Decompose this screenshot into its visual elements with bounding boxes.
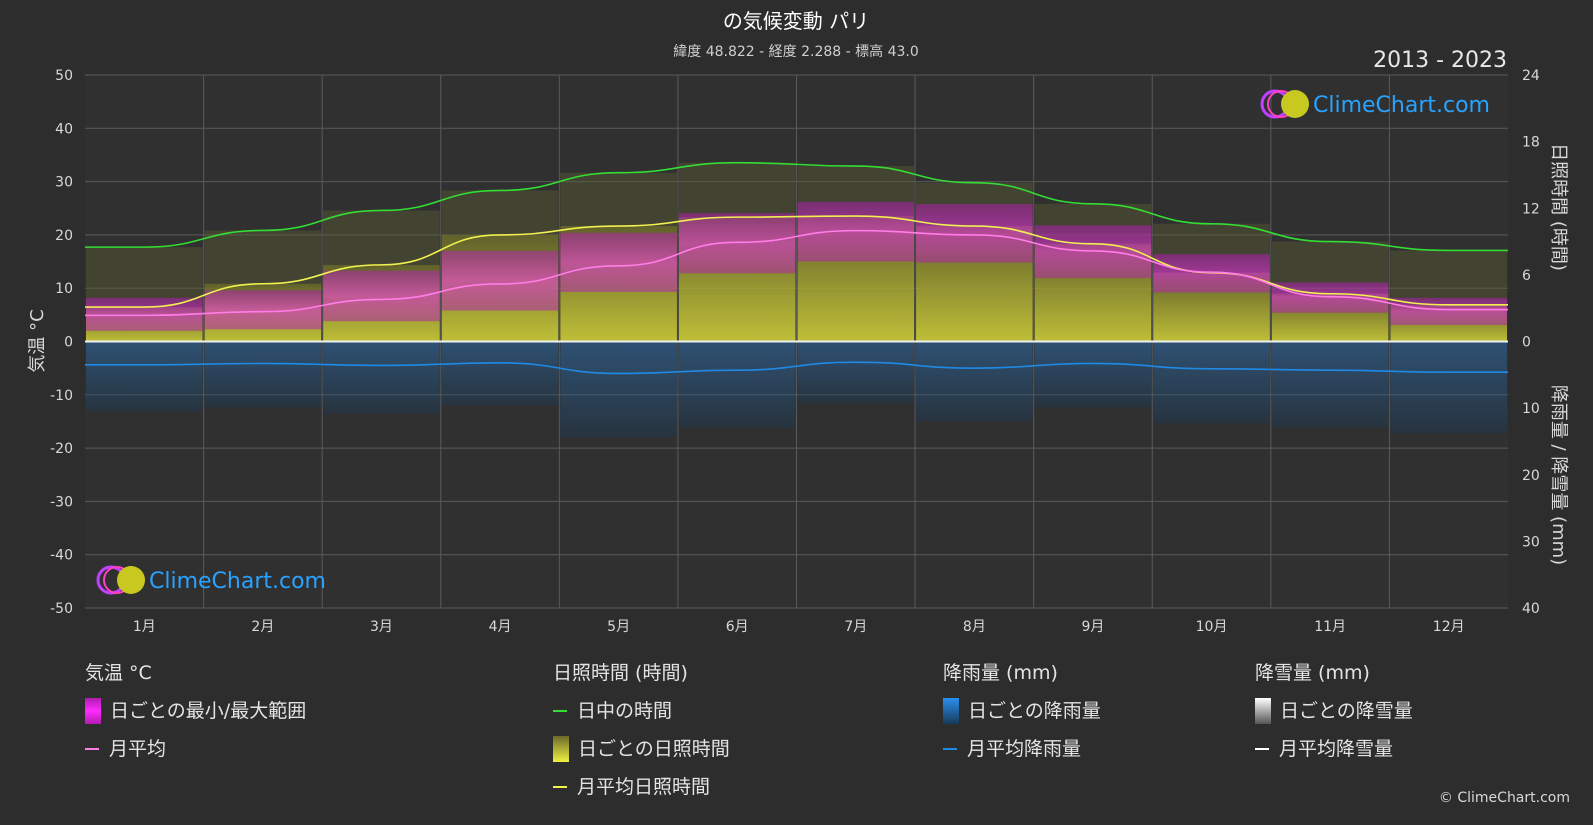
y-tick-precip: 40 [1522, 601, 1540, 617]
legend-temp-avg-label: 月平均 [109, 738, 167, 760]
y-tick-temp: 0 [64, 335, 73, 351]
rain-avg-line [84, 361, 1509, 375]
right-axis-title-sunshine: 日照時間 (時間) [1548, 143, 1569, 271]
temp-avg-swatch [85, 748, 99, 750]
right-axis-title-precip: 降雨量 / 降雪量 (mm) [1548, 385, 1569, 565]
x-tick-month: 10月 [1196, 619, 1228, 635]
rain-band [797, 341, 915, 404]
x-tick-month: 2月 [251, 619, 274, 635]
legend-temp-title: 気温 °C [85, 662, 152, 684]
rain-band [1390, 341, 1507, 434]
y-tick-temp: 50 [55, 68, 73, 84]
temp-range-band [204, 290, 322, 330]
y-tick-sunshine: 0 [1522, 335, 1531, 351]
legend-rain-title: 降雨量 (mm) [943, 662, 1058, 684]
rain-band [441, 341, 559, 406]
year-range: 2013 - 2023 [1373, 48, 1507, 73]
legend-snow-daily-label: 日ごとの降雪量 [1280, 700, 1413, 722]
rain-band [1034, 341, 1152, 408]
temp-range-band [560, 232, 677, 292]
temp-avg-line [85, 229, 1508, 317]
y-tick-sunshine: 12 [1522, 201, 1540, 217]
rain-band [560, 341, 677, 438]
y-tick-temp: 30 [55, 175, 73, 191]
legend-sun-title: 日照時間 (時間) [553, 662, 688, 684]
y-tick-precip: 30 [1522, 534, 1540, 550]
legend-temp-avg: 月平均 [85, 736, 306, 762]
rain-band [204, 341, 322, 408]
legend-snow-avg: 月平均降雪量 [1255, 736, 1413, 762]
legend-rain: 降雨量 (mm) 日ごとの降雨量 月平均降雨量 [943, 660, 1101, 774]
legend-snow-title: 降雪量 (mm) [1255, 662, 1370, 684]
daylight-swatch [553, 710, 567, 712]
snow-daily-swatch [1255, 698, 1271, 724]
legend-rain-avg: 月平均降雨量 [943, 736, 1101, 762]
legend-rain-avg-label: 月平均降雨量 [967, 738, 1082, 760]
brand-logo-bottom: ClimeChart.com [96, 565, 326, 595]
y-tick-temp: -40 [50, 548, 73, 564]
legend-snow-daily: 日ごとの降雪量 [1255, 698, 1413, 724]
y-tick-temp: 20 [55, 228, 73, 244]
y-tick-precip: 20 [1522, 468, 1540, 484]
brand-logo-top: ClimeChart.com [1260, 89, 1490, 119]
x-tick-month: 12月 [1433, 619, 1465, 635]
plot-area: 50 40 30 20 10 0 -10 -20 -30 -40 -50 1月 2月 3月 4月 5月 6月 7月… [50, 68, 1540, 635]
rain-band [916, 341, 1033, 422]
chart-title: の気候変動 パリ [723, 9, 869, 33]
chart-subtitle: 緯度 48.822 - 経度 2.288 - 標高 43.0 [673, 43, 919, 60]
legend-rain-daily: 日ごとの降雨量 [943, 698, 1101, 724]
y-tick-sunshine: 6 [1522, 268, 1531, 284]
copyright: © ClimeChart.com [1439, 790, 1570, 806]
sunshine-avg-line [84, 215, 1508, 308]
x-tick-month: 6月 [726, 619, 749, 635]
y-tick-precip: 10 [1522, 401, 1540, 417]
x-tick-month: 3月 [370, 619, 393, 635]
rain-band [678, 341, 796, 428]
legend-temperature: 気温 °C 日ごとの最小/最大範囲 月平均 [85, 660, 306, 774]
rain-daily-swatch [943, 698, 959, 724]
y-tick-temp: -30 [50, 494, 73, 510]
legend-daylight: 日中の時間 [553, 698, 730, 724]
y-tick-temp: 40 [55, 121, 73, 137]
y-tick-temp: 10 [55, 281, 73, 297]
daylight-line [85, 161, 1508, 252]
legend-sun-avg: 月平均日照時間 [553, 774, 730, 800]
legend-temp-range-label: 日ごとの最小/最大範囲 [110, 700, 307, 722]
y-tick-temp: -20 [50, 441, 73, 457]
legend-temp-range: 日ごとの最小/最大範囲 [85, 698, 306, 724]
rain-band [323, 341, 440, 414]
legend-sun-avg-label: 月平均日照時間 [577, 776, 711, 798]
y-tick-temp: -50 [50, 601, 73, 617]
x-tick-month: 5月 [607, 619, 630, 635]
brand-text-bottom: ClimeChart.com [149, 569, 326, 594]
rain-band [1153, 341, 1270, 424]
x-tick-month: 11月 [1314, 619, 1346, 635]
legend-snow: 降雪量 (mm) 日ごとの降雪量 月平均降雪量 [1255, 660, 1413, 774]
legend-sunshine: 日照時間 (時間) 日中の時間 日ごとの日照時間 月平均日照時間 [553, 660, 730, 812]
legend-rain-daily-label: 日ごとの降雨量 [968, 700, 1101, 722]
legend-snow-avg-label: 月平均降雪量 [1279, 738, 1394, 760]
legend-sun-daily: 日ごとの日照時間 [553, 736, 730, 762]
sunshine-daily-swatch [553, 736, 569, 762]
left-axis-title: 気温 °C [27, 309, 48, 372]
x-tick-month: 4月 [489, 619, 512, 635]
sunshine-avg-swatch [553, 786, 567, 788]
brand-text-top: ClimeChart.com [1313, 93, 1490, 118]
rain-band [86, 341, 203, 412]
y-tick-sunshine: 18 [1522, 135, 1540, 151]
snow-avg-swatch [1255, 748, 1269, 750]
rain-band [1271, 341, 1389, 428]
x-tick-month: 1月 [133, 619, 156, 635]
legend-sun-daily-label: 日ごとの日照時間 [578, 738, 730, 760]
legend-daylight-label: 日中の時間 [577, 700, 673, 722]
x-tick-month: 7月 [844, 619, 867, 635]
y-tick-temp: -10 [50, 388, 73, 404]
rain-avg-swatch [943, 748, 957, 750]
y-tick-sunshine: 24 [1522, 68, 1540, 84]
x-tick-month: 8月 [963, 619, 986, 635]
temp-range-swatch [85, 698, 101, 724]
x-tick-month: 9月 [1081, 619, 1104, 635]
